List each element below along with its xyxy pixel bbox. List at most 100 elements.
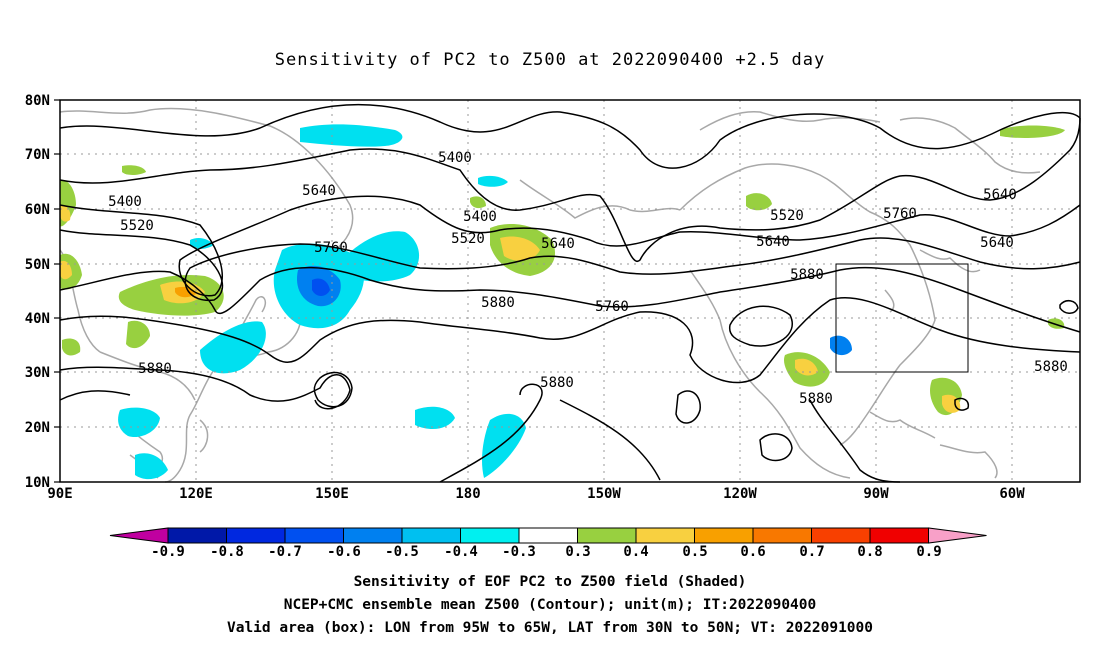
contour-label: 5760 [595, 299, 629, 315]
colorbar-swatch [577, 527, 637, 544]
colorbar-label: 0.8 [857, 544, 882, 560]
caption-line-3: Valid area (box): LON from 95W to 65W, L… [226, 620, 873, 636]
shade-negative-bering [478, 175, 508, 187]
colorbar-label: 0.4 [623, 544, 648, 560]
colorbar-swatch [752, 527, 812, 544]
shade-positive-sw [126, 320, 150, 349]
contour-label: 5640 [983, 187, 1017, 203]
contour-label: 5880 [138, 361, 172, 377]
colorbar-arrow-right [928, 527, 987, 544]
lat-label: 50N [25, 257, 50, 273]
caption-line-2: NCEP+CMC ensemble mean Z500 (Contour); u… [283, 597, 817, 613]
colorbar-swatch [460, 527, 520, 544]
lat-axis: 80N 70N 60N 50N 40N 30N 20N 10N [25, 93, 50, 491]
contour-label: 5880 [790, 267, 824, 283]
valid-area-box [835, 263, 969, 373]
lat-label: 70N [25, 147, 50, 163]
map-frame [59, 99, 1081, 483]
shade-negative-center [312, 278, 330, 296]
lat-label: 40N [25, 311, 50, 327]
contour-label: 5520 [451, 231, 485, 247]
contour-label: 5400 [438, 150, 472, 166]
lon-label: 150E [315, 486, 349, 502]
lon-label: 180 [455, 486, 480, 502]
shade-positive-west-core [60, 260, 72, 280]
lat-label: 60N [25, 202, 50, 218]
lon-label: 150W [587, 486, 621, 502]
shade-positive-sw2 [62, 338, 81, 356]
lon-label: 120W [723, 486, 757, 502]
shade-positive-aleut-small [470, 196, 486, 209]
colorbar [109, 527, 987, 544]
shade-positive-east [1048, 318, 1065, 329]
contour-label: 5400 [108, 194, 142, 210]
shade-positive-small1 [122, 165, 146, 175]
shade-negative-south2 [135, 453, 168, 480]
shade-negative-box [830, 335, 852, 356]
colorbar-label: -0.6 [327, 544, 361, 560]
page-title: Sensitivity of PC2 to Z500 at 2022090400… [274, 50, 826, 70]
lat-label: 30N [25, 365, 50, 381]
colorbar-label: 0.6 [740, 544, 765, 560]
colorbar-swatch [518, 527, 578, 544]
lon-label: 90E [47, 486, 72, 502]
lon-axis: 90E 120E 150E 180 150W 120W 90W 60W [47, 486, 1025, 502]
colorbar-swatch [869, 527, 929, 544]
colorbar-label: 0.7 [799, 544, 824, 560]
z500-contours [59, 103, 1081, 483]
contour-label: 5880 [540, 375, 574, 391]
contour-label: 5760 [883, 206, 917, 222]
contour-label: 5640 [980, 235, 1014, 251]
shade-negative-north [300, 124, 403, 147]
colorbar-label: -0.4 [444, 544, 478, 560]
colorbar-swatch [284, 527, 344, 544]
lon-label: 60W [999, 486, 1025, 502]
colorbar-swatch [343, 527, 403, 544]
lon-label: 120E [179, 486, 213, 502]
contour-label: 5400 [463, 209, 497, 225]
shade-positive-gulf-core [795, 358, 818, 376]
lat-label: 80N [25, 93, 50, 109]
colorbar-label: -0.9 [151, 544, 185, 560]
shade-positive-canada [746, 193, 772, 211]
colorbar-swatch [226, 527, 286, 544]
shade-negative-trop1 [415, 406, 455, 430]
shade-positive-arctic [1000, 125, 1065, 138]
colorbar-label: -0.7 [268, 544, 302, 560]
shade-negative-south1 [118, 407, 160, 438]
contour-labels: 5400 5400 5400 5520 5520 5520 5640 5640 … [108, 150, 1068, 407]
colorbar-labels: -0.9 -0.8 -0.7 -0.6 -0.5 -0.4 -0.3 0.3 0… [151, 544, 942, 560]
colorbar-label: 0.5 [682, 544, 707, 560]
lon-label: 90W [863, 486, 889, 502]
contour-label: 5520 [120, 218, 154, 234]
colorbar-label: -0.5 [385, 544, 419, 560]
contour-label: 5640 [756, 234, 790, 250]
colorbar-arrow-left [109, 527, 169, 544]
colorbar-swatch [167, 527, 227, 544]
colorbar-swatch [635, 527, 695, 544]
contour-label: 5880 [481, 295, 515, 311]
contour-label: 5520 [770, 208, 804, 224]
lat-label: 10N [25, 475, 50, 491]
contour-label: 5640 [541, 236, 575, 252]
colorbar-label: -0.8 [210, 544, 244, 560]
colorbar-swatch [694, 527, 754, 544]
contour-label: 5880 [1034, 359, 1068, 375]
contour-label: 5880 [799, 391, 833, 407]
contour-label: 5760 [314, 240, 348, 256]
contour-label: 5640 [302, 183, 336, 199]
colorbar-label: -0.3 [502, 544, 536, 560]
lat-ticks [54, 99, 60, 483]
lat-label: 20N [25, 420, 50, 436]
shade-positive-aleut-core [500, 236, 540, 261]
colorbar-label: 0.3 [565, 544, 590, 560]
shade-negative-sw [200, 321, 266, 374]
gridlines [60, 100, 1080, 482]
colorbar-label: 0.9 [916, 544, 941, 560]
shade-negative-band [340, 231, 420, 282]
colorbar-swatch [811, 527, 871, 544]
shade-negative-trop2 [482, 413, 526, 478]
colorbar-swatch [401, 527, 461, 544]
caption-line-1: Sensitivity of EOF PC2 to Z500 field (Sh… [353, 574, 747, 590]
